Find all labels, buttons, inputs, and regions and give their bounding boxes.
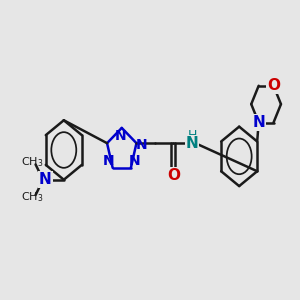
Text: N: N — [129, 154, 141, 168]
Text: N: N — [252, 115, 265, 130]
Text: N: N — [103, 154, 114, 168]
Text: N: N — [136, 138, 148, 152]
Text: O: O — [267, 78, 280, 93]
Text: CH$_3$: CH$_3$ — [21, 191, 43, 205]
Text: O: O — [167, 168, 180, 183]
Text: N: N — [115, 129, 126, 142]
Text: H: H — [188, 129, 197, 142]
Text: N: N — [39, 172, 52, 187]
Text: N: N — [185, 136, 198, 151]
Text: CH$_3$: CH$_3$ — [21, 155, 43, 169]
